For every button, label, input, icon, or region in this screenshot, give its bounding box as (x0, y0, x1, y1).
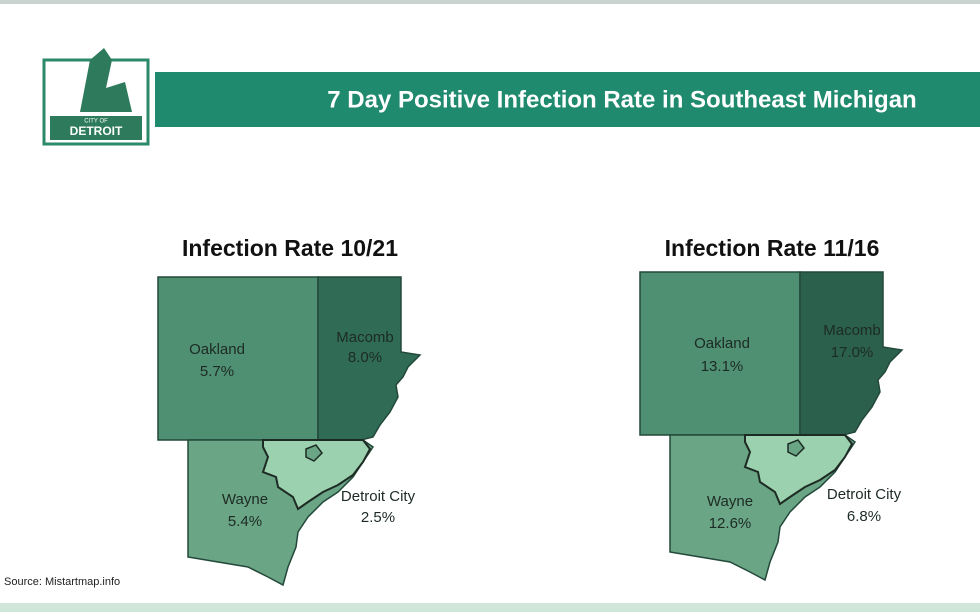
map-title: Infection Rate 10/21 (182, 235, 398, 261)
top-strip (0, 0, 980, 4)
slide-title: 7 Day Positive Infection Rate in Southea… (327, 86, 916, 113)
region-name: Oakland (694, 335, 750, 352)
title-banner (155, 72, 980, 127)
logo: CITY OF DETROIT (42, 48, 150, 146)
region-name: Macomb (336, 329, 394, 346)
region-rate: 17.0% (831, 344, 874, 361)
region-rate: 5.4% (228, 513, 262, 530)
map: Infection Rate 10/21 Oakland 5.7% Macomb… (157, 235, 421, 586)
map: Infection Rate 11/16 Oakland 13.1% Macom… (639, 235, 903, 581)
logo-text: DETROIT (70, 124, 123, 138)
region-name: Wayne (222, 491, 268, 508)
region-oakland (639, 271, 801, 436)
region-name: Oakland (189, 341, 245, 358)
logo-small-text: CITY OF (84, 119, 108, 125)
region-name: Wayne (707, 493, 753, 510)
bottom-strip (0, 603, 980, 612)
region-oakland (157, 276, 319, 441)
logo-figure (80, 48, 132, 112)
map-title: Infection Rate 11/16 (665, 235, 880, 261)
region-rate: 6.8% (847, 508, 881, 525)
region-name: Macomb (823, 322, 881, 339)
region-rate: 5.7% (200, 363, 234, 380)
source-note: Source: Mistartmap.info (4, 576, 120, 588)
logo-band (50, 116, 142, 140)
region-rate: 2.5% (361, 509, 395, 526)
region-name: Detroit City (827, 486, 902, 503)
region-rate: 12.6% (709, 515, 752, 532)
region-rate: 13.1% (701, 358, 744, 375)
region-name: Detroit City (341, 488, 416, 505)
region-rate: 8.0% (348, 349, 382, 366)
